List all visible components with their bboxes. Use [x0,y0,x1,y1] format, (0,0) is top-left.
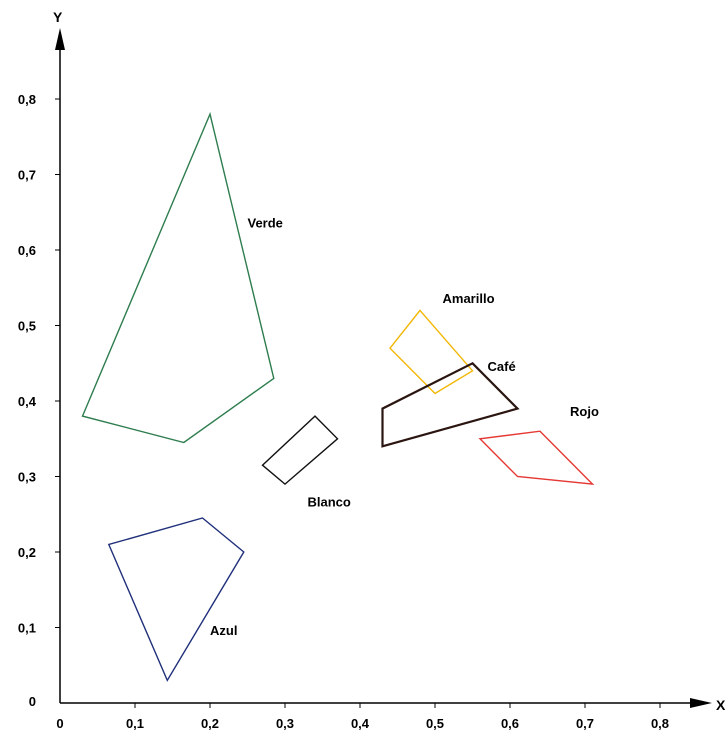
polygon-label-caf: Café [488,359,516,374]
x-tick-label: 0,8 [651,716,669,731]
y-tick-label: 0,2 [18,545,36,560]
polygons [81,111,595,682]
y-tick-label: 0,8 [18,92,36,107]
y-axis-arrow [55,28,65,50]
polygon-caf [381,361,520,448]
x-axis-arrow [690,698,712,708]
polygon-amarillo [389,309,474,395]
polygon-labels: Verde Azul Blanco Amarillo Café Rojo [210,215,599,638]
x-tick-label: 0 [56,716,63,731]
y-axis-title: Y [53,9,63,25]
y-tick-label: 0,1 [18,621,36,636]
polygon-label-amarillo: Amarillo [443,291,495,306]
polygon-label-azul: Azul [210,623,237,638]
y-tick-label: 0,7 [18,168,36,183]
x-axis-title: X [716,697,726,713]
y-tick-label: 0,5 [18,319,36,334]
axes: X Y 0 0,1 0,2 0,3 0,4 0,5 0,6 0,7 0,8 0 0,1 0,2 0,3 0,4… [18,9,726,731]
polygon-azul [107,517,245,682]
y-tick-label: 0,6 [18,243,36,258]
x-tick-label: 0,2 [201,716,219,731]
x-tick-label: 0,3 [276,716,294,731]
x-tick-label: 0,1 [126,716,144,731]
x-tick-label: 0,4 [351,716,370,731]
y-tick-label: 0 [29,694,36,709]
polygon-label-verde: Verde [248,215,283,230]
polygon-label-blanco: Blanco [308,495,351,510]
polygon-rojo [478,430,595,485]
polygon-label-rojo: Rojo [570,404,599,419]
x-tick-label: 0,5 [426,716,444,731]
polygon-blanco [261,415,339,486]
y-tick-label: 0,3 [18,470,36,485]
x-tick-label: 0,6 [501,716,519,731]
polygon-verde [81,111,275,444]
y-tick-label: 0,4 [18,394,37,409]
x-tick-label: 0,7 [576,716,594,731]
